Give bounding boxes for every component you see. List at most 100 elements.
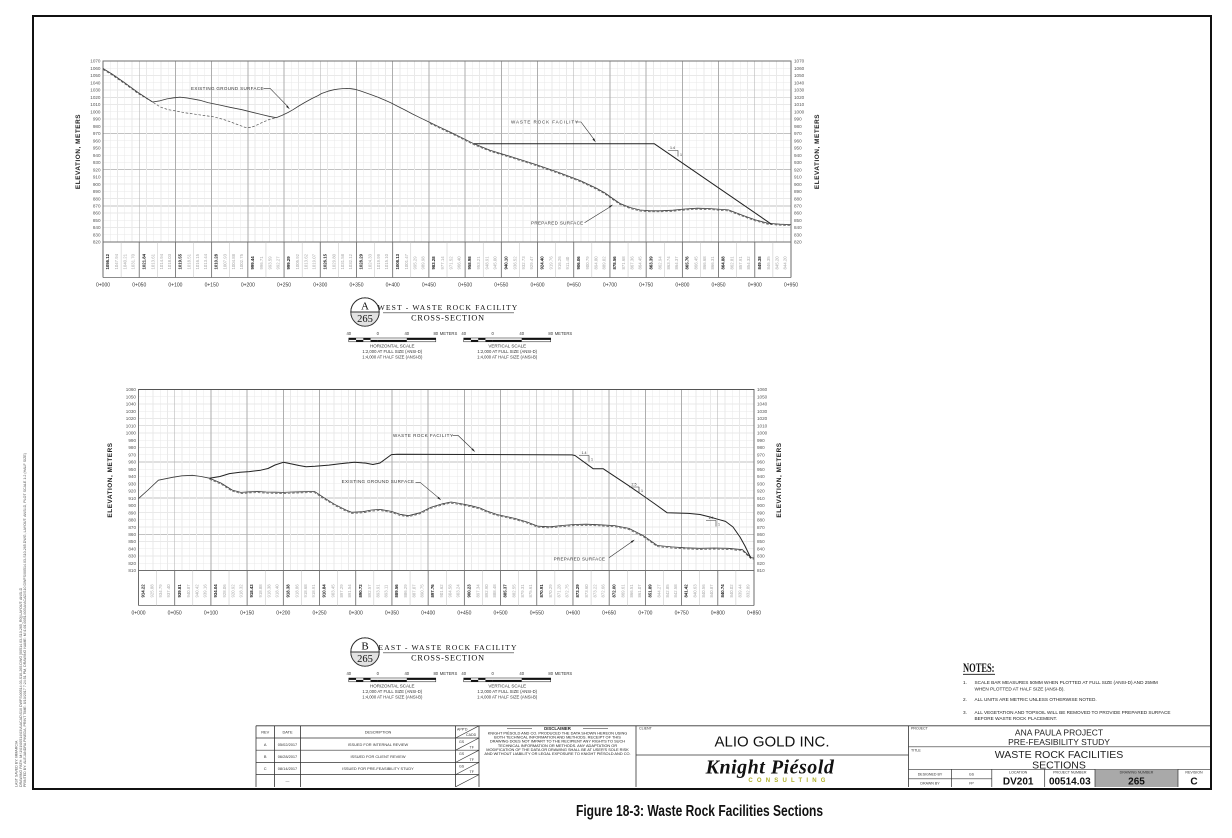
svg-text:1019.07: 1019.07	[312, 253, 317, 269]
svg-text:839.44: 839.44	[737, 584, 742, 598]
svg-text:940: 940	[128, 474, 136, 479]
svg-text:900.23: 900.23	[466, 584, 471, 598]
svg-text:936.52: 936.52	[512, 256, 517, 270]
svg-text:840.63: 840.63	[693, 584, 698, 598]
svg-text:CONSULTING: CONSULTING	[748, 778, 829, 784]
svg-text:918.43: 918.43	[249, 584, 254, 598]
svg-text:TF: TF	[470, 746, 475, 750]
svg-text:40: 40	[404, 331, 409, 336]
svg-text:940: 940	[794, 153, 802, 158]
svg-text:966.40: 966.40	[456, 256, 461, 270]
svg-text:970: 970	[93, 131, 101, 136]
svg-text:1019.55: 1019.55	[178, 253, 183, 269]
svg-text:0+800: 0+800	[675, 283, 689, 289]
svg-text:940.87: 940.87	[186, 584, 191, 598]
svg-text:1060: 1060	[90, 66, 101, 71]
svg-text:890: 890	[128, 510, 136, 515]
svg-text:DV201: DV201	[1003, 776, 1034, 787]
svg-text:PROJECT NUMBER: PROJECT NUMBER	[1053, 771, 1087, 775]
svg-text:GS: GS	[459, 752, 465, 756]
svg-text:995.29: 995.29	[412, 256, 417, 270]
svg-text:960: 960	[128, 460, 136, 465]
svg-text:820: 820	[128, 561, 136, 566]
svg-text:844.27: 844.27	[656, 584, 661, 598]
svg-text:0+400: 0+400	[421, 611, 435, 617]
svg-text:939.16: 939.16	[202, 584, 207, 598]
svg-text:900: 900	[757, 503, 765, 508]
svg-text:918.91: 918.91	[311, 584, 316, 598]
svg-text:970: 970	[128, 452, 136, 457]
svg-text:DRAWING DOES NOT IMPART TO THE: DRAWING DOES NOT IMPART TO THE RECIPIENT…	[490, 739, 625, 744]
svg-text:940.42: 940.42	[194, 584, 199, 598]
svg-text:889.02: 889.02	[601, 256, 606, 270]
svg-text:862.94: 862.94	[657, 256, 662, 270]
svg-text:1019.99: 1019.99	[376, 253, 381, 269]
svg-text:960: 960	[794, 138, 802, 143]
svg-text:992.27: 992.27	[275, 256, 280, 270]
svg-text:897.76: 897.76	[430, 584, 435, 598]
svg-text:930: 930	[794, 160, 802, 165]
svg-text:ISSUED FOR PRE-FEASIBILITY STU: ISSUED FOR PRE-FEASIBILITY STUDY	[342, 766, 414, 771]
svg-text:918.38: 918.38	[267, 584, 272, 598]
svg-text:1010: 1010	[90, 102, 101, 107]
svg-text:869.61: 869.61	[620, 584, 625, 598]
svg-text:1060: 1060	[126, 387, 137, 392]
svg-text:1.4: 1.4	[582, 451, 587, 455]
svg-text:929.47: 929.47	[529, 256, 534, 270]
svg-text:1.: 1.	[963, 680, 967, 685]
svg-text:890: 890	[93, 189, 101, 194]
svg-text:Knight Piésold: Knight Piésold	[705, 757, 835, 779]
svg-text:810: 810	[128, 568, 136, 573]
svg-text:CADD: CADD	[466, 733, 477, 737]
svg-text:830: 830	[128, 554, 136, 559]
svg-text:900: 900	[93, 182, 101, 187]
svg-text:1013.44: 1013.44	[203, 253, 208, 269]
svg-text:BOTH TECHNICAL INFORMATION AND: BOTH TECHNICAL INFORMATION AND METHODS. …	[494, 735, 621, 740]
svg-text:1020: 1020	[126, 416, 137, 421]
svg-text:AND WITHOUT LIABILITY OR LEGAL: AND WITHOUT LIABILITY OR LEGAL EXPOSURE …	[484, 751, 630, 756]
svg-text:0+450: 0+450	[457, 611, 471, 617]
svg-text:820: 820	[93, 240, 101, 245]
svg-text:1014.94: 1014.94	[159, 253, 164, 269]
svg-text:872.75: 872.75	[564, 584, 569, 598]
svg-text:B: B	[264, 754, 267, 759]
svg-text:960: 960	[93, 138, 101, 143]
svg-text:1050: 1050	[126, 394, 137, 399]
svg-text:871.28: 871.28	[556, 584, 561, 598]
svg-text:850: 850	[794, 218, 802, 223]
svg-text:80: 80	[548, 671, 553, 676]
svg-text:900.79: 900.79	[585, 256, 590, 270]
svg-text:1: 1	[641, 489, 643, 493]
svg-text:1020: 1020	[90, 95, 101, 100]
svg-text:888.48: 888.48	[492, 584, 497, 598]
svg-text:930: 930	[757, 481, 765, 486]
svg-text:0+500: 0+500	[458, 283, 472, 289]
svg-text:1000: 1000	[90, 109, 101, 114]
svg-text:1020: 1020	[794, 95, 805, 100]
svg-text:948.91: 948.91	[485, 256, 490, 270]
svg-text:WASTE ROCK FACILITY: WASTE ROCK FACILITY	[511, 120, 579, 125]
svg-text:990: 990	[794, 117, 802, 122]
svg-text:1004.88: 1004.88	[231, 253, 236, 269]
svg-text:1030: 1030	[126, 409, 137, 414]
svg-text:WASTE ROCK FACILITY: WASTE ROCK FACILITY	[393, 433, 453, 438]
svg-text:864.37: 864.37	[674, 256, 679, 270]
svg-text:925.88: 925.88	[150, 584, 155, 598]
svg-text:910: 910	[794, 175, 802, 180]
svg-text:1040: 1040	[126, 402, 137, 407]
svg-text:918.68: 918.68	[303, 584, 308, 598]
svg-text:1021.84: 1021.84	[141, 253, 146, 269]
svg-text:939.81: 939.81	[177, 584, 182, 598]
svg-text:890.75: 890.75	[420, 584, 425, 598]
svg-text:METERS: METERS	[440, 331, 458, 336]
svg-text:880: 880	[93, 196, 101, 201]
svg-text:870: 870	[794, 204, 802, 209]
svg-text:845.20: 845.20	[774, 256, 779, 270]
svg-text:1030: 1030	[794, 88, 805, 93]
svg-text:832.89: 832.89	[745, 584, 750, 598]
svg-text:870.91: 870.91	[539, 584, 544, 598]
svg-text:970: 970	[794, 131, 802, 136]
svg-text:05/02/2017: 05/02/2017	[278, 742, 297, 747]
svg-text:VERTICAL SCALE: VERTICAL SCALE	[488, 344, 526, 349]
svg-text:1001.47: 1001.47	[404, 253, 409, 269]
